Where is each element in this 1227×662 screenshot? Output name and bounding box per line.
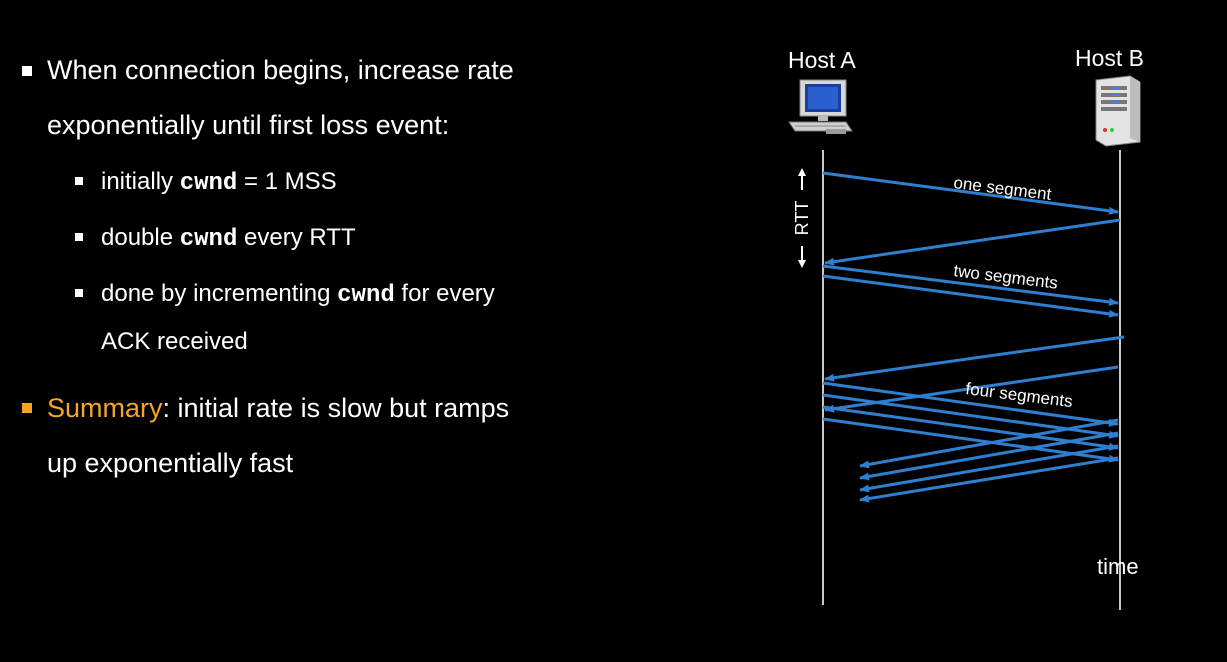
sub-bullet-marker [75,233,83,241]
segment-arrow [822,274,1119,318]
label-one-segment: one segment [953,173,1053,204]
sub-bullet-1-pre: initially [101,168,180,195]
sub-bullet-3-line-2: ACK received [101,328,248,355]
summary-bullet-marker [22,403,32,413]
segment-arrow [822,171,1119,215]
bullet-marker [22,66,32,76]
sub-bullet-3-line-1: done by incrementing cwnd for every [101,280,495,309]
sub-bullet-marker [75,289,83,297]
sub-bullet-2-post: every RTT [237,224,356,251]
segment-arrow [822,381,1119,427]
bullet-main-1-line-1: When connection begins, increase rate [47,55,514,85]
bullet-list: When connection begins, increase rate ex… [22,55,514,478]
segment-arrow [822,393,1119,439]
bullet-main-1-line-2: exponentially until first loss event: [47,110,450,140]
summary-line-1: Summary: initial rate is slow but ramps [47,393,509,424]
host-b-label: Host B [1075,45,1144,71]
cwnd-code: cwnd [179,170,238,197]
cwnd-code: cwnd [337,282,395,309]
desktop-computer-icon [788,79,853,134]
summary-text: : initial rate is slow but ramps [162,393,510,423]
summary-line-2: up exponentially fast [47,448,294,478]
sub-bullet-2-pre: double [101,224,180,251]
ack-arrow [859,418,1119,469]
host-a-label: Host A [788,47,856,73]
segment-arrow [822,264,1119,306]
sub-bullet-marker [75,177,83,185]
ack-arrow [859,444,1119,493]
server-icon [1095,75,1141,147]
ack-arrow [859,431,1119,481]
sub-bullet-2: double cwnd every RTT [101,224,356,253]
cwnd-code: cwnd [179,226,238,253]
sub-bullet-1-post: = 1 MSS [237,168,337,195]
sub-bullet-3-post: for every [394,280,495,307]
ack-arrow [824,218,1121,266]
sub-bullet-1: initially cwnd = 1 MSS [101,168,337,197]
time-label: time [1097,554,1139,579]
rtt-label: RTT [792,201,812,236]
rtt-indicator: RTT [792,168,812,268]
sub-bullet-3-pre: done by incrementing [101,280,338,307]
ack-arrow [859,456,1119,503]
summary-label: Summary [47,393,163,423]
ack-arrow [824,335,1125,382]
